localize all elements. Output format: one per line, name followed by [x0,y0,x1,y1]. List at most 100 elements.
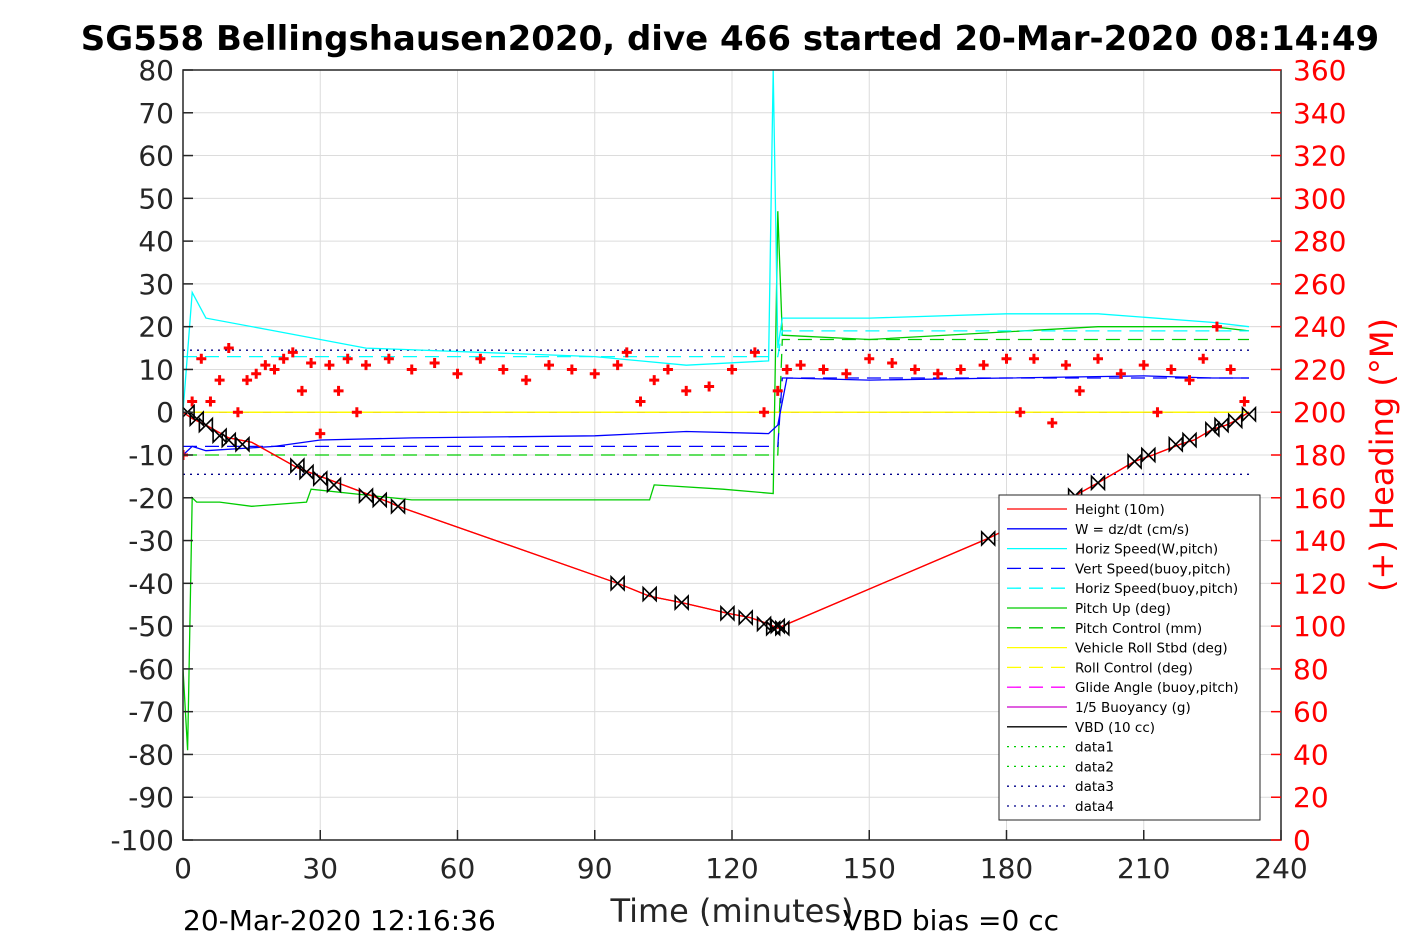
right-axis-ticks: 3603403203002802602402202001801601401201… [1271,54,1346,857]
heading-point [910,364,920,375]
heading-point [1028,353,1039,364]
right-tick-label: 360 [1293,54,1346,87]
vbd-marker [1241,405,1257,423]
chart-title: SG558 Bellingshausen2020, dive 466 start… [81,19,1379,59]
legend-label: Glide Angle (buoy,pitch) [1075,680,1239,696]
left-tick-label: -40 [128,567,174,600]
heading-point [242,375,253,386]
vbd-marker [980,529,996,547]
series-layer [183,70,1250,751]
heading-point [498,364,509,375]
vbd-marker [312,470,328,487]
heading-point [566,364,577,375]
footer-vbd-bias: VBD bias =0 cc [843,904,1059,937]
legend: Height (10m) W = dz/dt (cm/s) Horiz Speed(… [998,494,1261,821]
heading-point [196,353,207,364]
x-tick-label: 210 [1117,852,1170,885]
heading-point [544,360,554,371]
right-tick-label: 80 [1293,653,1329,686]
heading-point [214,375,225,386]
heading-point [333,385,344,396]
left-tick-label: 80 [138,54,174,87]
footer-timestamp: 20-Mar-2020 12:16:36 [183,904,496,937]
x-tick-label: 240 [1254,852,1307,885]
heading-point [342,353,353,364]
vbd-marker [326,476,342,494]
right-tick-label: 60 [1293,696,1329,729]
right-tick-label: 240 [1293,311,1346,344]
right-tick-label: 120 [1293,567,1346,600]
series-line [183,211,1250,751]
left-tick-label: -60 [128,653,174,686]
heading-point [383,353,394,364]
legend-label: Vert Speed(buoy,pitch) [1075,561,1231,577]
legend-label: VBD (10 cc) [1075,720,1155,736]
heading-point [187,396,198,407]
left-axis-ticks: 80 70 60 50 40 30 20 10 0 -10 -20 -30 -40 -50 -60 -70 -8… [110,54,193,857]
x-tick-label: 90 [577,852,613,885]
heading-point [223,343,234,354]
vbd-marker [299,463,314,481]
heading-point [781,364,792,375]
heading-point [978,360,989,371]
heading-point [406,364,417,375]
heading-point [1015,407,1026,418]
vbd-marker [642,585,657,603]
right-tick-label: 320 [1293,140,1346,173]
x-axis-ticks: 0 30 60 90 120 150 180 210 240 [174,830,1308,885]
legend-label: data3 [1075,779,1114,795]
vbd-marker [674,594,689,612]
vbd-marker [221,431,237,449]
heading-point [296,385,307,396]
vbd-marker [720,604,735,622]
heading-point [1239,396,1250,407]
right-tick-label: 160 [1293,482,1346,515]
right-tick-label: 20 [1293,781,1329,814]
heading-point [649,375,660,386]
right-tick-label: 200 [1293,396,1346,429]
vbd-marker [198,416,214,434]
heading-point [232,407,243,418]
vbd-marker [390,497,406,515]
vbd-marker [372,491,388,509]
left-tick-label: 10 [138,353,174,386]
heading-point [589,368,600,379]
heading-point [955,364,966,375]
heading-point [864,353,875,364]
heading-point [1047,417,1058,428]
legend-label: W = dz/dt (cm/s) [1075,522,1189,538]
heading-point [251,368,262,379]
legend-label: data4 [1075,799,1114,815]
legend-label: Pitch Up (deg) [1075,601,1171,617]
legend-label: Pitch Control (mm) [1075,621,1202,637]
x-tick-label: 180 [980,852,1033,885]
right-tick-label: 340 [1293,97,1346,130]
heading-point [475,353,486,364]
heading-point [1093,353,1103,364]
marker-layer [183,321,1257,637]
heading-point [351,407,362,418]
heading-point [887,358,898,369]
heading-point [1211,321,1222,332]
heading-point [795,360,806,371]
left-tick-label: -70 [128,696,174,729]
vbd-marker [235,435,250,453]
heading-point [635,396,646,407]
heading-point [205,396,216,407]
legend-label: Height (10m) [1075,502,1165,518]
left-tick-label: -50 [128,610,174,643]
heading-point [324,360,335,371]
heading-point [681,385,692,396]
heading-point [429,358,440,369]
heading-point [452,368,463,379]
x-axis-label: Time (minutes) [610,892,854,930]
series-line [183,338,1249,456]
left-tick-label: -20 [128,482,174,515]
left-tick-label: -100 [110,824,174,857]
legend-label: data2 [1075,759,1114,775]
heading-point [772,385,783,396]
heading-point [1138,360,1149,371]
right-tick-label: 300 [1293,182,1346,215]
heading-point [260,360,271,371]
